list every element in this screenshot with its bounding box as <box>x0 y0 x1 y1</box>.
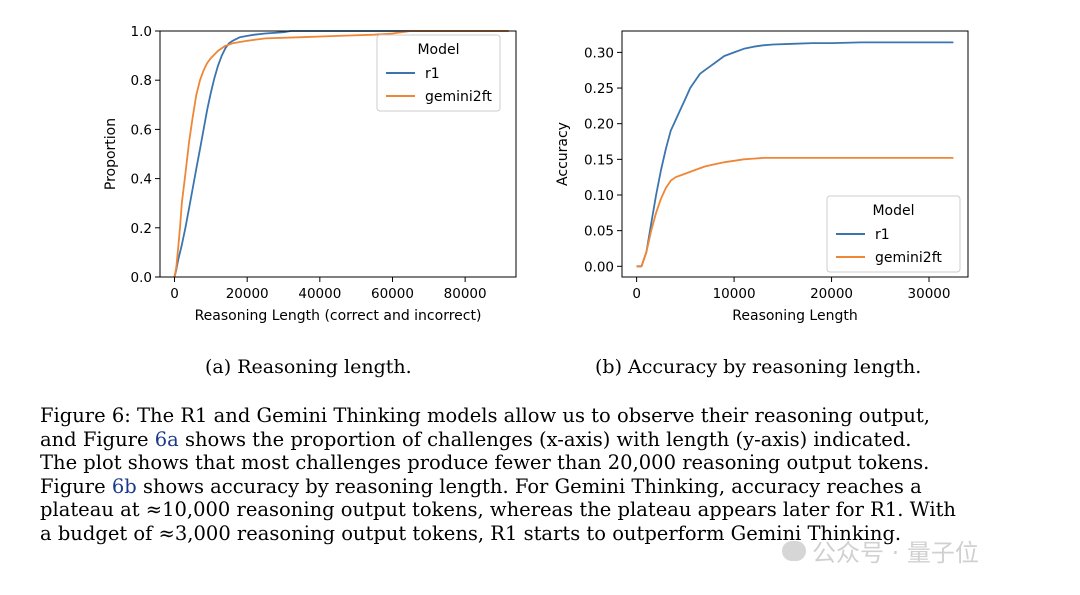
y-tick-label: 0.2 <box>131 221 152 237</box>
legend-title: Model <box>872 203 914 219</box>
watermark-text: 公众号 · 量子位 <box>812 539 979 567</box>
legend-entry-gemini2ft: gemini2ft <box>425 89 492 105</box>
figure-ref-6b[interactable]: 6b <box>111 474 137 498</box>
plot-frame <box>621 30 969 278</box>
legend-box <box>376 34 501 112</box>
y-tick-label: 0.25 <box>584 81 614 97</box>
chart-accuracy-by-length: 0 10000 20000 30000 0.00 0.05 0.10 0.15 0.20 0.25… <box>555 30 969 324</box>
legend-box <box>826 195 961 273</box>
wechat-icon <box>782 540 806 561</box>
caption-line: plateau at ≈10,000 reasoning output toke… <box>40 498 956 521</box>
caption-text: and Figure <box>40 427 155 451</box>
y-tick-label: 0.15 <box>584 152 614 168</box>
x-tick-label: 10000 <box>713 286 756 302</box>
series-line-gemini2ft <box>173 30 509 278</box>
caption-text: Figure <box>40 474 112 498</box>
y-tick-label: 0.30 <box>584 45 614 61</box>
x-tick-label: 80000 <box>444 286 487 302</box>
subcaption-b: (b) Accuracy by reasoning length. <box>595 356 922 378</box>
x-tick-label: 60000 <box>371 286 414 302</box>
series-line-r1 <box>173 30 509 278</box>
y-tick-label: 0.05 <box>584 224 614 240</box>
watermark: 公众号 · 量子位 <box>782 533 979 568</box>
x-tick-label: 20000 <box>226 286 269 302</box>
x-tick-label: 0 <box>632 286 641 302</box>
caption-line: a budget of ≈3,000 reasoning output toke… <box>40 521 902 545</box>
series-line-gemini2ft <box>636 157 954 268</box>
y-tick-label: 0.10 <box>584 188 614 204</box>
legend-entry-r1: r1 <box>875 227 890 243</box>
legend-title: Model <box>417 42 459 58</box>
y-tick-label: 1.0 <box>131 24 152 40</box>
y-tick-label: 0.0 <box>131 270 152 286</box>
subcaption-a: (a) Reasoning length. <box>205 356 412 378</box>
caption-text: shows the proportion of challenges (x-ax… <box>178 427 912 451</box>
figure-ref-6a[interactable]: 6a <box>154 427 179 451</box>
caption-text: shows accuracy by reasoning length. For … <box>136 474 922 498</box>
x-tick-label: 20000 <box>810 286 853 302</box>
y-tick-label: 0.4 <box>131 172 152 188</box>
y-axis-label: Proportion <box>103 118 119 190</box>
caption-line: Figure 6b shows accuracy by reasoning le… <box>40 475 1050 499</box>
x-tick-label: 40000 <box>298 286 341 302</box>
x-tick-label: 0 <box>170 286 179 302</box>
y-tick-label: 0.00 <box>584 259 614 275</box>
x-axis-label: Reasoning Length (correct and incorrect) <box>195 308 482 324</box>
figure-caption: Figure 6: The R1 and Gemini Thinking mod… <box>40 404 1050 545</box>
chart-reasoning-length: 0 20000 40000 60000 80000 0.0 0.2 0.4 0.6 0.8 1.0 R… <box>103 24 517 324</box>
x-axis-label: Reasoning Length <box>732 308 857 324</box>
y-tick-label: 0.20 <box>584 117 614 133</box>
legend-entry-r1: r1 <box>425 66 440 82</box>
y-tick-label: 0.8 <box>131 73 152 89</box>
legend-entry-gemini2ft: gemini2ft <box>875 250 942 266</box>
caption-line: and Figure 6a shows the proportion of ch… <box>40 428 1050 452</box>
caption-line: Figure 6: The R1 and Gemini Thinking mod… <box>40 404 930 427</box>
x-tick-label: 30000 <box>908 286 951 302</box>
y-axis-label: Accuracy <box>555 122 571 186</box>
y-tick-label: 0.6 <box>131 122 152 138</box>
series-line-r1 <box>636 41 954 268</box>
caption-line: The plot shows that most challenges prod… <box>40 451 930 474</box>
plot-frame <box>159 30 517 278</box>
